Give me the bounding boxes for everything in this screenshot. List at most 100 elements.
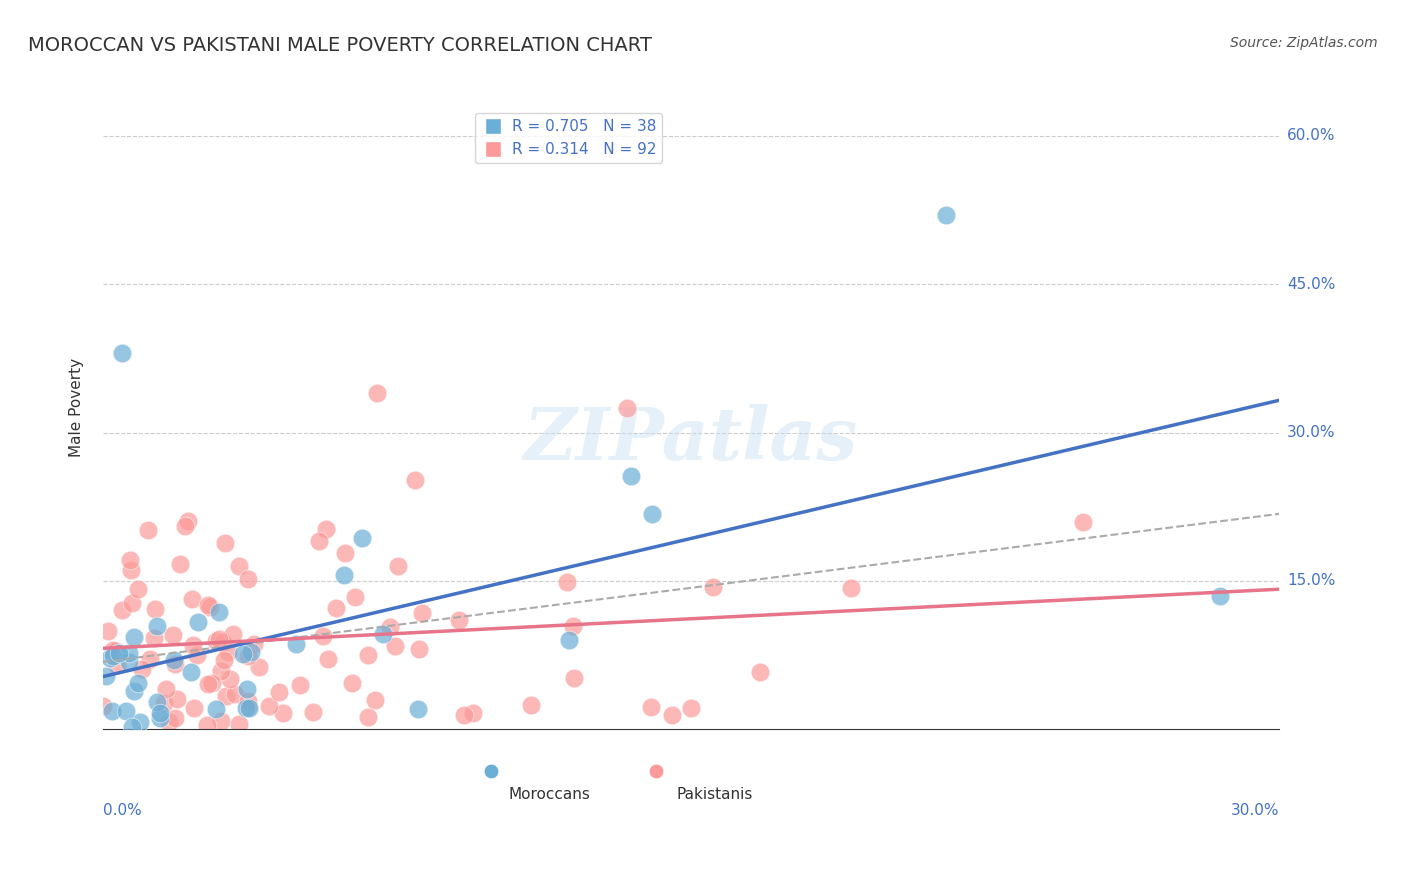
Point — [301, 705, 323, 719]
Point — [120, 552, 142, 566]
Point — [315, 522, 337, 536]
Text: Moroccans: Moroccans — [509, 787, 591, 802]
Point — [149, 706, 172, 721]
Point — [183, 701, 205, 715]
Point — [162, 628, 184, 642]
Point — [616, 401, 638, 415]
Point — [243, 637, 266, 651]
Point — [212, 635, 235, 649]
Point — [371, 626, 394, 640]
Point — [118, 647, 141, 661]
Point — [157, 715, 180, 730]
Point — [640, 700, 662, 714]
Point — [641, 507, 664, 521]
Point — [122, 630, 145, 644]
Text: 15.0%: 15.0% — [1286, 574, 1336, 589]
Point — [343, 590, 366, 604]
Point — [105, 644, 128, 658]
Point — [195, 717, 218, 731]
Text: ZIPatlas: ZIPatlas — [524, 404, 858, 475]
Point — [143, 632, 166, 646]
Point — [238, 694, 260, 708]
Point — [197, 677, 219, 691]
Point — [169, 557, 191, 571]
Point — [105, 657, 128, 672]
Text: 30.0%: 30.0% — [1286, 425, 1336, 440]
Text: Pakistanis: Pakistanis — [676, 787, 752, 802]
Text: 60.0%: 60.0% — [1286, 128, 1336, 144]
Point — [217, 645, 239, 659]
Point — [131, 662, 153, 676]
Point — [136, 523, 159, 537]
Point — [180, 665, 202, 680]
Point — [236, 648, 259, 663]
Point — [222, 627, 245, 641]
Point — [98, 651, 121, 665]
Point — [357, 710, 380, 724]
Point — [165, 657, 187, 672]
Point — [702, 580, 724, 594]
Point — [214, 535, 236, 549]
Point — [115, 704, 138, 718]
Point — [139, 652, 162, 666]
Point — [366, 386, 388, 401]
Point — [111, 603, 134, 617]
Point — [408, 641, 430, 656]
Point — [145, 618, 167, 632]
Point — [97, 624, 120, 638]
Point — [165, 711, 187, 725]
Point — [209, 714, 232, 728]
Point — [561, 618, 583, 632]
Point — [124, 683, 146, 698]
Point — [208, 632, 231, 647]
Point — [174, 518, 197, 533]
Point — [91, 698, 114, 713]
Point — [228, 717, 250, 731]
Text: 30.0%: 30.0% — [1230, 804, 1279, 818]
Point — [748, 665, 770, 680]
Point — [325, 601, 347, 615]
Point — [101, 704, 124, 718]
Point — [247, 660, 270, 674]
Point — [259, 698, 281, 713]
Point — [1209, 589, 1232, 603]
Point — [181, 591, 204, 606]
Legend: R = 0.705   N = 38, R = 0.314   N = 92: R = 0.705 N = 38, R = 0.314 N = 92 — [475, 113, 662, 163]
Point — [364, 692, 387, 706]
Point — [384, 639, 406, 653]
Point — [212, 653, 235, 667]
Point — [236, 572, 259, 586]
Point — [205, 634, 228, 648]
Point — [209, 664, 232, 678]
Point — [208, 605, 231, 619]
Point — [118, 655, 141, 669]
Point — [333, 567, 356, 582]
Point — [166, 692, 188, 706]
Point — [284, 637, 307, 651]
Point — [620, 469, 643, 483]
Point — [177, 515, 200, 529]
Point — [312, 629, 335, 643]
Point — [121, 595, 143, 609]
Point — [94, 669, 117, 683]
Text: Source: ZipAtlas.com: Source: ZipAtlas.com — [1230, 36, 1378, 50]
Point — [232, 647, 254, 661]
Point — [121, 720, 143, 734]
Point — [316, 651, 339, 665]
Point — [839, 581, 862, 595]
Point — [406, 701, 429, 715]
Point — [1385, 787, 1406, 801]
Point — [127, 582, 149, 596]
Point — [378, 619, 401, 633]
Point — [127, 676, 149, 690]
Point — [103, 643, 125, 657]
Point — [163, 653, 186, 667]
Point — [108, 646, 131, 660]
Text: MOROCCAN VS PAKISTANI MALE POVERTY CORRELATION CHART: MOROCCAN VS PAKISTANI MALE POVERTY CORRE… — [28, 36, 652, 54]
Point — [679, 701, 702, 715]
Point — [143, 602, 166, 616]
Point — [111, 346, 134, 360]
Point — [155, 681, 177, 696]
Point — [271, 706, 294, 721]
Point — [404, 473, 426, 487]
